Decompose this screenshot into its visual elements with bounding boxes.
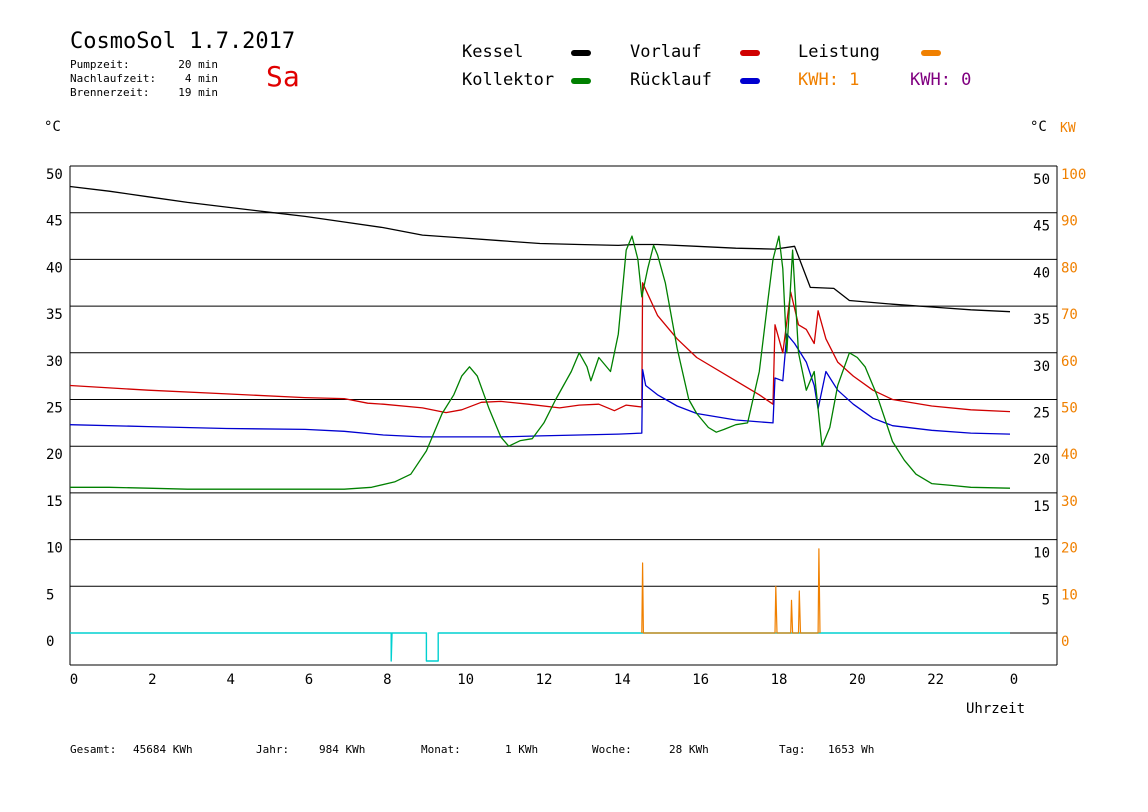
y-tick-right-power-10: 10 [1061, 587, 1078, 603]
chart-title: CosmoSol 1.7.2017 [70, 29, 296, 54]
nachlaufzeit-value: 4 min [184, 72, 218, 85]
y-tick-left-0: 0 [46, 634, 54, 650]
x-tick-8: 16 [692, 672, 709, 688]
legend-kwh1: KWH: 1 [798, 70, 860, 90]
footer-woche-value: 28 KWh [669, 743, 709, 756]
footer-jahr-value: 984 KWh [319, 743, 366, 756]
series-vorlauf-line [69, 282, 1011, 414]
legend-leistung-swatch [921, 50, 941, 56]
y-tick-right-power-70: 70 [1061, 307, 1078, 323]
y-tick-right-temp-5: 5 [1042, 592, 1050, 608]
y-axis-right-temp-unit: °C [1030, 119, 1047, 135]
legend-kollektor-swatch [571, 78, 591, 84]
y-tick-right-temp-50: 50 [1033, 172, 1050, 188]
legend-kollektor-label: Kollektor [462, 70, 555, 90]
footer-gesamt-value: 45684 KWh [133, 743, 193, 756]
legend-ruecklauf-label: Rücklauf [630, 70, 712, 90]
series-kessel-line [69, 185, 1011, 313]
y-tick-left-35: 35 [46, 307, 63, 323]
legend-ruecklauf-swatch [740, 78, 760, 84]
y-tick-right-power-60: 60 [1061, 354, 1078, 370]
series-brenner-line [70, 632, 1010, 662]
x-tick-9: 18 [771, 672, 788, 688]
chart-series [69, 185, 1011, 662]
y-tick-left-15: 15 [46, 494, 63, 510]
footer-jahr-label: Jahr: [256, 743, 290, 756]
pumpzeit-value: 20 min [178, 58, 218, 71]
y-tick-left-10: 10 [46, 541, 63, 557]
footer-tag-label: Tag: [779, 743, 806, 756]
y-tick-right-power-50: 50 [1061, 401, 1078, 417]
nachlaufzeit-label: Nachlaufzeit: [70, 72, 157, 85]
x-tick-5: 10 [457, 672, 474, 688]
series-kollektor-line [70, 235, 1011, 490]
footer-gesamt-label: Gesamt: [70, 743, 117, 756]
chart-tick-labels: 0510152025303540455051015202530354045500… [46, 167, 1086, 688]
y-tick-left-25: 25 [46, 401, 63, 417]
legend-kessel-label: Kessel [462, 42, 524, 62]
legend-vorlauf-swatch [740, 50, 760, 56]
footer-tag-value: 1653 Wh [828, 743, 875, 756]
y-tick-right-temp-35: 35 [1033, 312, 1050, 328]
weekday-label: Sa [266, 60, 300, 93]
y-tick-right-temp-40: 40 [1033, 265, 1050, 281]
y-tick-right-temp-20: 20 [1033, 452, 1050, 468]
y-tick-right-power-0: 0 [1061, 634, 1069, 650]
y-tick-left-30: 30 [46, 354, 63, 370]
legend-kessel-swatch [571, 50, 591, 56]
x-tick-0: 0 [70, 672, 78, 688]
y-tick-left-5: 5 [46, 587, 54, 603]
y-tick-left-45: 45 [46, 214, 63, 230]
y-tick-left-20: 20 [46, 447, 63, 463]
footer-woche-label: Woche: [592, 743, 632, 756]
y-tick-right-temp-30: 30 [1033, 359, 1050, 375]
y-tick-right-power-40: 40 [1061, 447, 1078, 463]
brennerzeit-label: Brennerzeit: [70, 86, 150, 99]
x-tick-10: 20 [849, 672, 866, 688]
x-tick-7: 14 [614, 672, 631, 688]
legend-kwh2: KWH: 0 [910, 70, 972, 90]
x-tick-3: 6 [305, 672, 313, 688]
y-tick-right-power-30: 30 [1061, 494, 1078, 510]
y-tick-right-temp-45: 45 [1033, 219, 1050, 235]
y-axis-right-power-unit: KW [1060, 121, 1076, 136]
x-axis-label: Uhrzeit [966, 701, 1026, 717]
y-tick-left-50: 50 [46, 167, 63, 183]
legend-leistung-label: Leistung [798, 42, 880, 62]
series-leistung-line [641, 548, 821, 634]
chart-gridlines [70, 165, 1057, 587]
chart-axes [69, 166, 1058, 666]
y-tick-right-temp-10: 10 [1033, 546, 1050, 562]
y-tick-right-temp-15: 15 [1033, 499, 1050, 515]
y-tick-left-40: 40 [46, 260, 63, 276]
legend-vorlauf-label: Vorlauf [630, 42, 702, 62]
brennerzeit-value: 19 min [178, 86, 218, 99]
series-ruecklauf-line [69, 333, 1011, 438]
y-tick-right-power-100: 100 [1061, 167, 1086, 183]
footer-monat-label: Monat: [421, 743, 461, 756]
y-tick-right-power-90: 90 [1061, 214, 1078, 230]
x-tick-11: 22 [927, 672, 944, 688]
y-tick-right-power-20: 20 [1061, 541, 1078, 557]
x-tick-1: 2 [148, 672, 156, 688]
y-tick-right-power-80: 80 [1061, 260, 1078, 276]
x-tick-2: 4 [226, 672, 234, 688]
x-tick-4: 8 [383, 672, 391, 688]
y-tick-right-temp-25: 25 [1033, 406, 1050, 422]
y-axis-left-unit: °C [44, 119, 61, 135]
footer-monat-value: 1 KWh [505, 743, 539, 756]
x-tick-12: 0 [1010, 672, 1018, 688]
pumpzeit-label: Pumpzeit: [70, 58, 130, 71]
x-tick-6: 12 [536, 672, 553, 688]
